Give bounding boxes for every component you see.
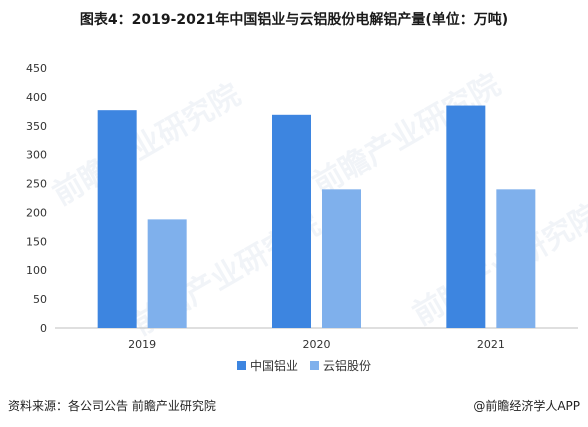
bar <box>147 219 187 328</box>
y-tick-label: 200 <box>26 206 47 219</box>
chart-title: 图表4：2019-2021年中国铝业与云铝股份电解铝产量(单位：万吨) <box>79 12 509 28</box>
bar <box>322 189 361 328</box>
y-tick-label: 150 <box>26 235 47 248</box>
y-tick-label: 250 <box>26 178 47 191</box>
legend-swatch <box>310 361 319 370</box>
x-category-label: 2019 <box>128 338 156 351</box>
y-tick-label: 400 <box>26 91 47 104</box>
bar <box>496 189 536 328</box>
bar <box>272 114 311 328</box>
credit-note: @前瞻经济学人APP <box>473 399 580 413</box>
y-tick-label: 50 <box>33 293 47 306</box>
y-tick-label: 100 <box>26 264 47 277</box>
x-category-label: 2020 <box>303 338 331 351</box>
legend-label: 中国铝业 <box>250 358 298 373</box>
legend-label: 云铝股份 <box>323 358 371 373</box>
y-tick-label: 350 <box>26 120 47 133</box>
bar <box>97 110 137 328</box>
source-note: 资料来源：各公司公告 前瞻产业研究院 <box>8 399 216 413</box>
legend-swatch <box>237 361 246 370</box>
y-tick-label: 300 <box>26 149 47 162</box>
y-tick-label: 450 <box>26 62 47 75</box>
bar <box>446 105 486 328</box>
x-category-label: 2021 <box>477 338 505 351</box>
y-tick-label: 0 <box>40 322 47 335</box>
